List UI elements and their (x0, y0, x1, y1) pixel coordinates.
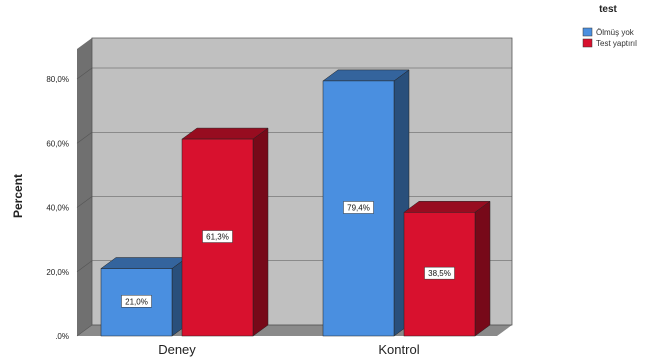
bar-top-face (100, 257, 188, 269)
category-label: Kontrol (378, 342, 419, 357)
y-tick-label: .0% (55, 332, 69, 341)
bar-side-face (252, 127, 269, 337)
data-label: 21,0% (125, 297, 148, 306)
data-label-box (121, 295, 152, 308)
data-label-group: 21,0% (121, 295, 152, 308)
y-tick-label: 40,0% (46, 204, 69, 213)
data-label-group: 79,4% (343, 201, 374, 214)
data-label-box (424, 266, 455, 280)
category-label: Deney (158, 342, 196, 357)
data-label: 38,5% (428, 269, 451, 278)
bar-top-face (181, 127, 269, 140)
category-labels: Deney Kontrol (158, 342, 419, 357)
legend-title: test (599, 4, 617, 15)
data-label-box (343, 201, 374, 214)
data-label: 79,4% (347, 203, 370, 212)
data-label-group: 38,5% (424, 266, 455, 280)
bar-deney-1: 21,0% (100, 257, 188, 337)
y-axis-ticks: .0% 20,0% 40,0% 60,0% 80,0% (46, 75, 69, 341)
data-label-box (202, 230, 233, 243)
y-tick-label: 20,0% (46, 268, 69, 277)
legend-swatch (582, 27, 593, 37)
bar-side-face (474, 200, 491, 337)
legend-label: Ölmüş yok (596, 28, 635, 37)
y-tick-label: 60,0% (46, 139, 69, 148)
bar-kontrol-1: 79,4% (322, 69, 410, 337)
y-tick-label: 80,0% (46, 75, 69, 84)
bar-deney-2: 61,3% (181, 127, 269, 337)
legend-swatch (582, 38, 593, 48)
data-label-group: 61,3% (202, 230, 233, 243)
data-label: 61,3% (206, 233, 229, 242)
bars: 21,0% 61,3% 79,4% 38,5% (100, 69, 491, 337)
bar-top-face (322, 69, 410, 82)
chart-side-wall (77, 38, 92, 336)
gridline-side (76, 67, 93, 80)
gridline-side (76, 132, 93, 144)
gridline-side (76, 324, 93, 337)
bar-top-face (403, 201, 491, 213)
gridline-side (76, 196, 93, 208)
bar-kontrol-2: 38,5% (403, 200, 491, 337)
legend: test Ölmüş yok Test yaptırıl (582, 4, 637, 48)
legend-label: Test yaptırıl (596, 39, 637, 48)
y-axis-title: Percent (11, 174, 25, 218)
gridline-side (76, 260, 93, 272)
